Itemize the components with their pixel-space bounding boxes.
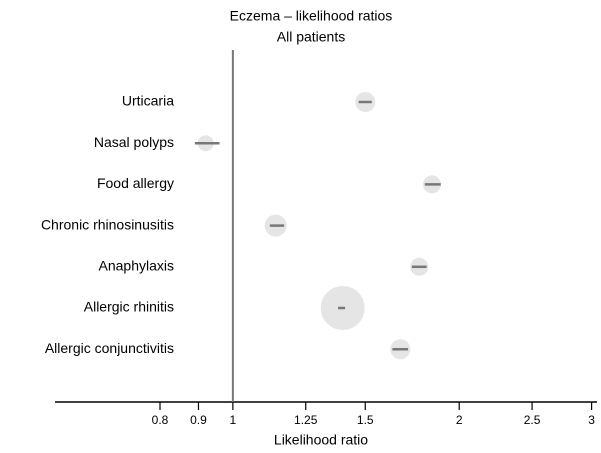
x-tick-label: 1: [230, 413, 237, 427]
x-tick-label: 2.5: [524, 413, 541, 427]
y-tick-label: Urticaria: [122, 93, 174, 109]
y-tick-label: Anaphylaxis: [99, 258, 175, 274]
x-tick-label: 1.25: [294, 413, 318, 427]
chart-subtitle: All patients: [277, 29, 345, 45]
x-tick-label: 1.5: [357, 413, 374, 427]
x-tick-label: 2: [456, 413, 463, 427]
y-tick-label: Allergic rhinitis: [84, 299, 174, 315]
y-tick-label: Chronic rhinosinusitis: [41, 216, 174, 232]
x-tick-label: 3: [588, 413, 595, 427]
y-tick-label: Nasal polyps: [94, 134, 174, 150]
y-tick-label: Allergic conjunctivitis: [45, 340, 174, 356]
y-tick-label: Food allergy: [97, 175, 174, 191]
x-tick-label: 0.8: [152, 413, 169, 427]
chart-title: Eczema – likelihood ratios: [230, 8, 393, 24]
x-axis-label: Likelihood ratio: [274, 432, 368, 448]
x-tick-label: 0.9: [190, 413, 207, 427]
